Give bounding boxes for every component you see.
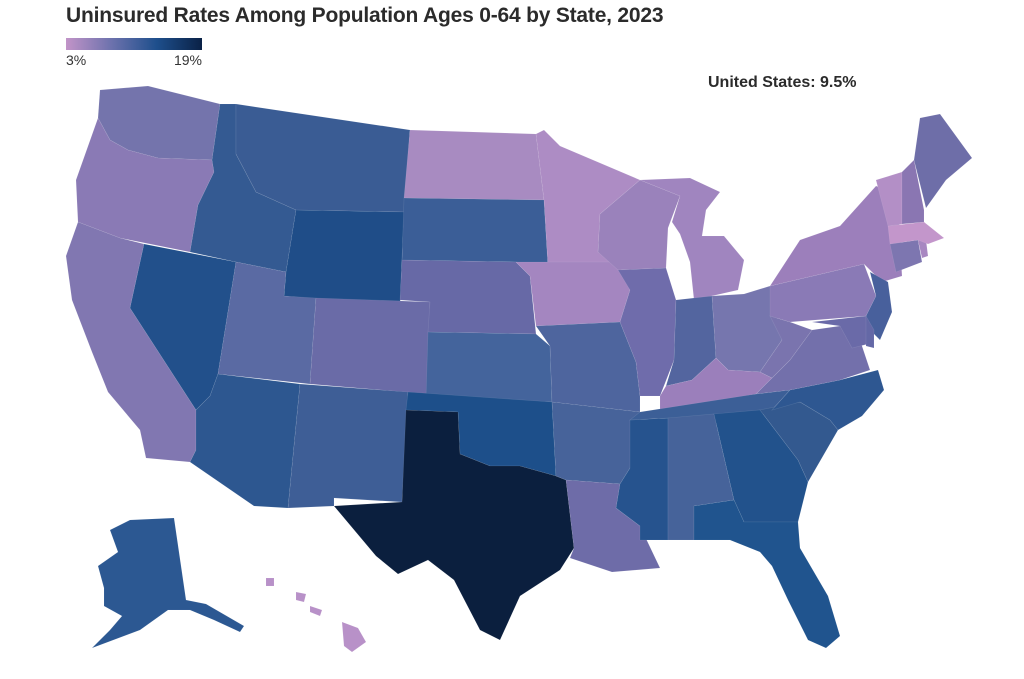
state-north-dakota[interactable] xyxy=(403,129,545,201)
state-connecticut[interactable] xyxy=(889,239,923,273)
state-colorado[interactable] xyxy=(309,297,431,395)
state-south-dakota[interactable] xyxy=(401,197,549,267)
legend-min-label: 3% xyxy=(66,52,87,68)
state-new-hampshire[interactable] xyxy=(901,159,925,225)
state-wyoming[interactable] xyxy=(283,209,405,307)
state-illinois[interactable] xyxy=(617,267,677,397)
state-maine[interactable] xyxy=(913,113,973,209)
state-michigan[interactable] xyxy=(639,177,745,301)
state-west-virginia[interactable] xyxy=(759,315,813,379)
state-georgia[interactable] xyxy=(713,409,809,523)
state-kansas[interactable] xyxy=(425,331,553,403)
color-legend: 3% 19% xyxy=(66,38,202,68)
state-new-mexico[interactable] xyxy=(287,383,409,509)
legend-gradient-bar xyxy=(66,38,202,50)
state-alaska[interactable] xyxy=(91,517,245,649)
chart-title: Uninsured Rates Among Population Ages 0-… xyxy=(66,4,664,27)
legend-max-label: 19% xyxy=(173,52,202,68)
state-maryland[interactable] xyxy=(811,315,869,349)
state-hawaii[interactable] xyxy=(265,577,367,653)
national-rate-annotation: United States: 9.5% xyxy=(708,74,857,91)
state-missouri[interactable] xyxy=(535,321,641,413)
state-delaware[interactable] xyxy=(865,314,875,349)
state-texas[interactable] xyxy=(333,409,575,641)
state-florida[interactable] xyxy=(693,499,841,649)
state-arkansas[interactable] xyxy=(551,401,641,485)
